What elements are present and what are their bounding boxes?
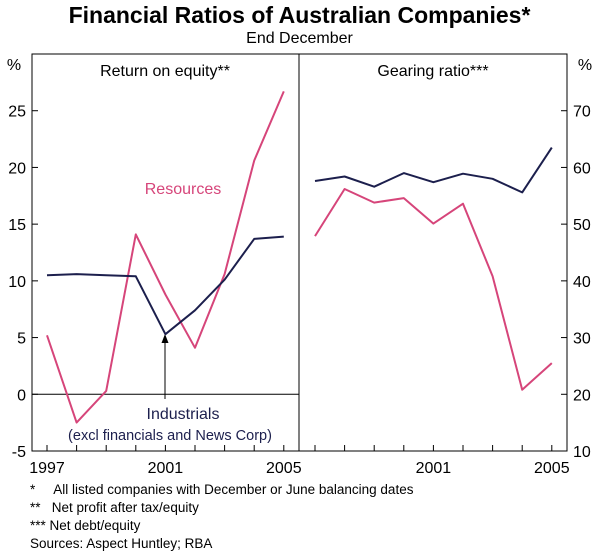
right-y-tick-label: 10 — [573, 444, 591, 461]
left-x-tick-label: 2001 — [148, 460, 184, 477]
left-y-tick-label: 20 — [8, 160, 26, 177]
right-y-tick-label: 20 — [573, 387, 591, 404]
left-y-tick-label: 15 — [8, 217, 26, 234]
panel-title-gearing: Gearing ratio*** — [377, 63, 488, 80]
chart-subtitle: End December — [246, 30, 353, 47]
left-y-tick-label: 25 — [8, 104, 26, 121]
right-y-tick-label: 50 — [573, 217, 591, 234]
right-y-tick-label: 70 — [573, 104, 591, 121]
annotation-resources: Resources — [145, 181, 221, 198]
right-x-tick-label: 2005 — [534, 460, 570, 477]
chart-area: % % Return on equity** Gearing ratio*** … — [7, 53, 592, 477]
right-unit-label: % — [578, 57, 592, 74]
left-unit-label: % — [7, 57, 21, 74]
right-y-tick-label: 60 — [573, 160, 591, 177]
footnote-1: * All listed companies with December or … — [30, 482, 414, 497]
right-y-tick-label: 40 — [573, 274, 591, 291]
left-y-tick-label: 10 — [8, 274, 26, 291]
footnote-2: ** Net profit after tax/equity — [30, 500, 199, 515]
annotation-industrials: Industrials — [147, 406, 220, 423]
left-x-tick-label: 2005 — [266, 460, 302, 477]
left-y-tick-label: 0 — [17, 387, 26, 404]
panel-title-roe: Return on equity** — [100, 63, 230, 80]
left-y-tick-label: 5 — [17, 331, 26, 348]
footnotes: * All listed companies with December or … — [30, 481, 413, 553]
gearing-industrials-line — [314, 147, 553, 194]
left-y-tick-label: -5 — [12, 444, 26, 461]
footnote-3: *** Net debt/equity — [30, 518, 141, 533]
chart-title: Financial Ratios of Australian Companies… — [68, 2, 531, 28]
roe-resources-line — [46, 91, 285, 424]
annotation-industrials-note: (excl financials and News Corp) — [68, 428, 272, 444]
roe-industrials-line — [46, 235, 284, 336]
gearing-resources-line — [314, 188, 553, 391]
annotation-arrow-head — [161, 334, 169, 343]
right-x-tick-label: 2001 — [416, 460, 452, 477]
footnote-sources: Sources: Aspect Huntley; RBA — [30, 536, 213, 551]
right-y-tick-label: 30 — [573, 331, 591, 348]
left-x-tick-label: 1997 — [29, 460, 65, 477]
